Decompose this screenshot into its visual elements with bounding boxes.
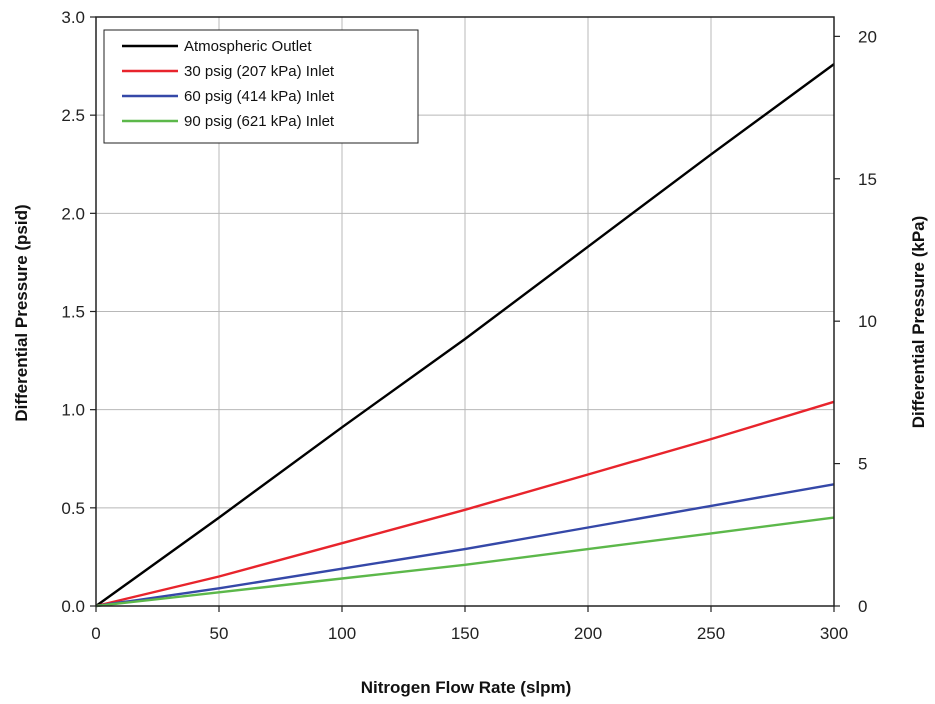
legend-label: 90 psig (621 kPa) Inlet bbox=[184, 113, 335, 130]
y2-tick-label: 20 bbox=[858, 27, 877, 46]
legend-box bbox=[103, 29, 419, 144]
y-tick-label: 2.0 bbox=[61, 204, 85, 223]
series-line-3 bbox=[95, 483, 835, 608]
legend-label: Atmospheric Outlet bbox=[184, 38, 312, 55]
ticks bbox=[90, 16, 840, 612]
y-tick-label: 3.0 bbox=[61, 8, 85, 27]
series-line-1 bbox=[95, 63, 835, 607]
y2-tick-label: 0 bbox=[858, 597, 867, 616]
left-tick-labels: 0.0 0.5 1.0 1.5 2.0 2.5 3.0 bbox=[61, 8, 85, 616]
y-tick-label: 0.5 bbox=[61, 499, 85, 518]
series-line-4 bbox=[95, 516, 835, 608]
legend-label: 30 psig (207 kPa) Inlet bbox=[184, 63, 335, 80]
legend-items: Atmospheric Outlet 30 psig (207 kPa) Inle… bbox=[122, 38, 335, 130]
legend: Atmospheric Outlet 30 psig (207 kPa) Inle… bbox=[103, 29, 419, 144]
y-tick-label: 1.0 bbox=[61, 401, 85, 420]
x-tick-label: 200 bbox=[574, 624, 602, 643]
x-tick-label: 300 bbox=[820, 624, 848, 643]
right-tick-labels: 0 5 10 15 20 bbox=[858, 27, 877, 616]
y-tick-label: 2.5 bbox=[61, 106, 85, 125]
x-tick-labels: 0 50 100 150 200 250 300 bbox=[91, 624, 848, 643]
x-tick-label: 100 bbox=[328, 624, 356, 643]
series-line-2 bbox=[95, 400, 835, 608]
x-axis-title: Nitrogen Flow Rate (slpm) bbox=[361, 678, 572, 697]
x-tick-label: 50 bbox=[210, 624, 229, 643]
y2-tick-label: 15 bbox=[858, 170, 877, 189]
series-lines bbox=[95, 63, 835, 608]
x-tick-label: 250 bbox=[697, 624, 725, 643]
y2-tick-label: 10 bbox=[858, 312, 877, 331]
y-axis-title: Differential Pressure (psid) bbox=[12, 204, 31, 421]
y2-tick-label: 5 bbox=[858, 455, 867, 474]
x-tick-label: 150 bbox=[451, 624, 479, 643]
legend-label: 60 psig (414 kPa) Inlet bbox=[184, 88, 335, 105]
y2-axis-title: Differential Pressure (kPa) bbox=[909, 216, 928, 429]
y-tick-label: 1.5 bbox=[61, 303, 85, 322]
x-tick-label: 0 bbox=[91, 624, 100, 643]
y-tick-label: 0.0 bbox=[61, 597, 85, 616]
